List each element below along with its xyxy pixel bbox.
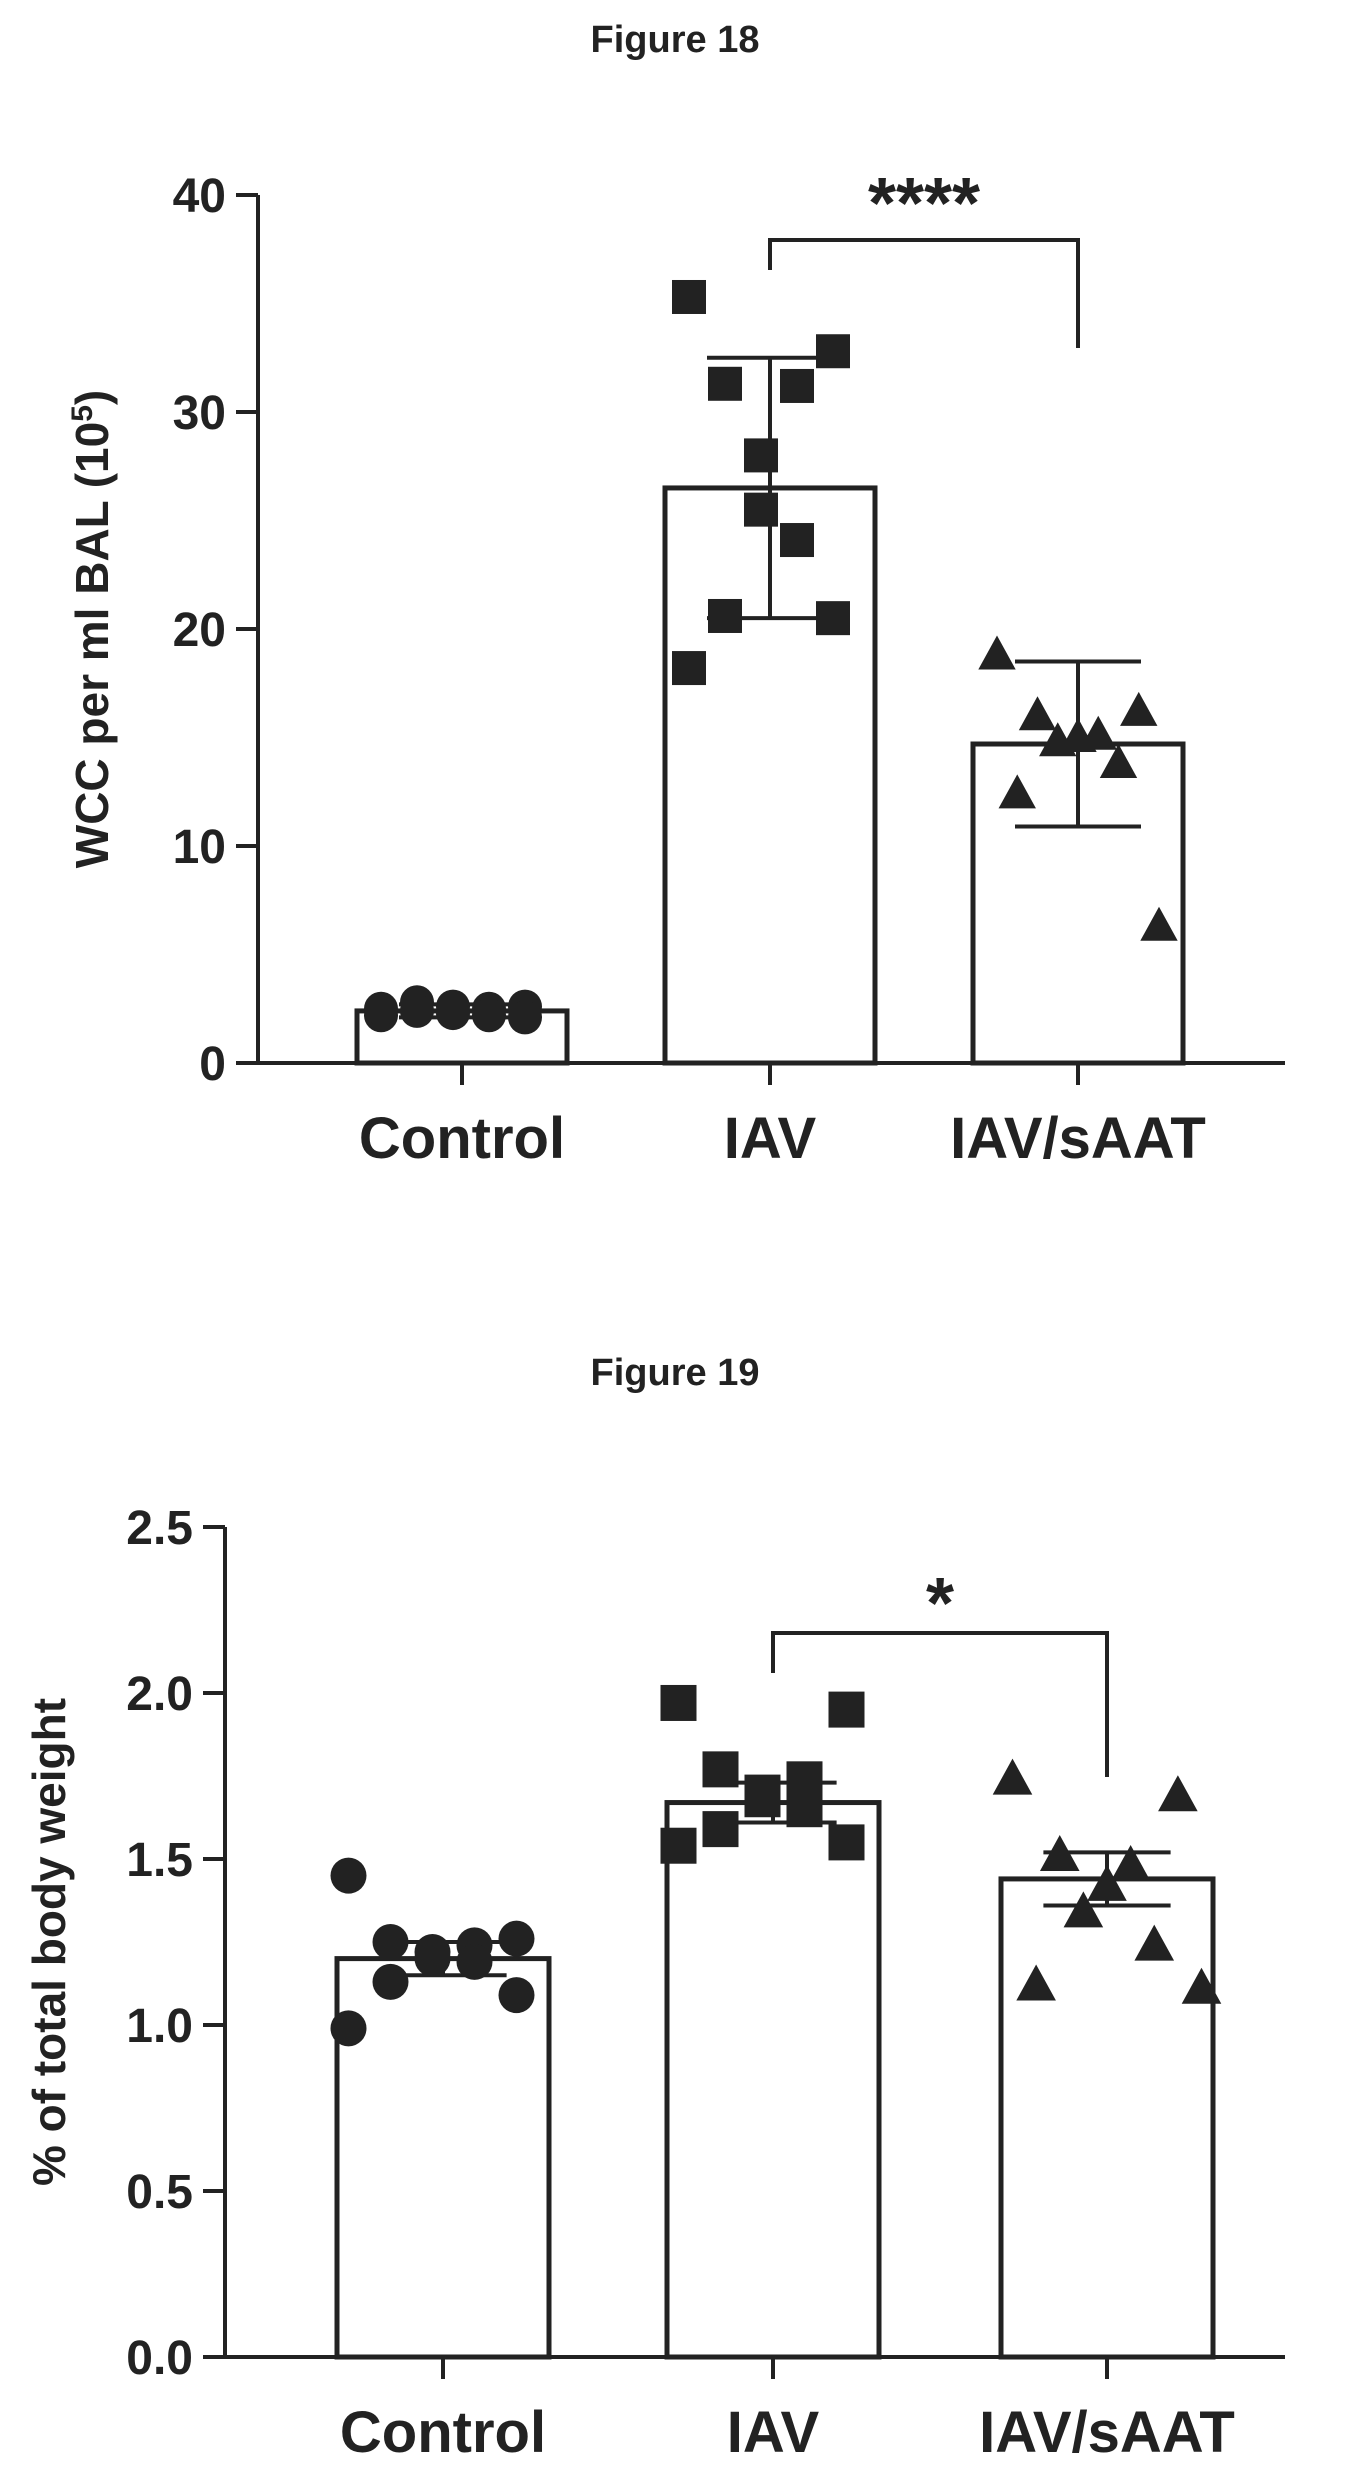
data-point [672,651,706,686]
data-point [702,1811,739,1848]
data-point [498,1977,535,2014]
data-point [1099,743,1138,778]
data-point [660,1684,697,1721]
y-axis-label: WCC per ml BAL (105) [66,390,118,868]
data-point [1134,1924,1175,1961]
y-axis-label: % of total body weight [23,1698,75,2186]
y-tick-label: 2.0 [126,1668,193,1721]
data-point [1110,1844,1151,1881]
y-axis-label-superscript: 5 [66,405,99,422]
x-category-label: IAV/sAAT [979,2400,1235,2465]
data-point [744,492,778,527]
significance-bracket [768,238,1080,348]
chart-title: Figure 19 [591,1352,760,1394]
x-category-label: IAV [724,1106,817,1171]
data-point [992,1758,1033,1795]
figure-18-chart: Figure 18 0 10 20 30 40 WCC per ml BAL (105) Co… [66,19,1285,1171]
data-point [1181,1967,1222,2004]
data-point [456,1943,493,1980]
data-point [330,2010,367,2047]
y-tick-label: 30 [173,387,226,440]
y-tick-label: 1.5 [126,1834,193,1887]
bar-control [334,1956,552,2360]
significance-bracket [771,1631,1109,1777]
x-category-label: Control [359,1106,565,1171]
y-tick-label: 10 [173,821,226,874]
data-point [998,774,1036,809]
y-tick-label: 20 [173,604,226,657]
data-point [780,523,814,558]
data-point [744,438,778,473]
data-point [816,334,850,369]
bar-iav [664,1800,882,2360]
data-point [364,991,398,1026]
y-tick-label: 0.0 [126,2332,193,2385]
data-point [400,993,434,1028]
significance-label: * [926,1564,954,1644]
figure-19-chart: Figure 19 0.0 0.5 1.0 1.5 2.0 2.5 % of total bo… [23,1352,1285,2465]
data-point [472,998,506,1033]
chart-title: Figure 18 [591,19,760,61]
y-axis-label-end: ) [66,390,118,405]
data-point [1120,691,1158,726]
x-category-label: IAV [727,2400,820,2465]
x-category-label: Control [340,2400,546,2465]
data-point [708,366,742,401]
significance-label: **** [868,164,980,244]
data-point [1016,1964,1056,2001]
data-point [744,1781,781,1818]
data-point [828,1824,865,1861]
y-tick-label: 0.5 [126,2166,193,2219]
y-tick-label: 2.5 [126,1502,193,1555]
y-tick-label: 0 [199,1038,226,1091]
x-category-label: IAV/sAAT [950,1106,1206,1171]
data-point [1158,1775,1198,1812]
data-point [330,1857,367,1894]
data-point [372,1963,409,2000]
data-point [780,368,814,403]
data-point [1140,906,1178,941]
data-point [978,635,1016,670]
y-tick-label: 1.0 [126,2000,193,2053]
data-point [414,1940,451,1977]
data-point [660,1827,697,1864]
data-point [672,279,706,314]
y-tick-label: 40 [173,170,226,223]
data-point [828,1691,865,1728]
data-point [1018,696,1057,731]
data-point [708,598,742,633]
data-point [1039,722,1077,757]
bar-iav-saat [998,1876,1216,2360]
data-point [1063,1891,1104,1928]
data-point [498,1920,535,1957]
